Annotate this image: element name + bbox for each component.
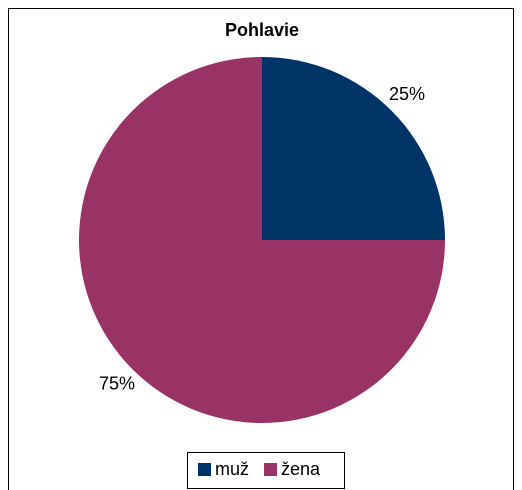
- legend-label: žena: [281, 459, 321, 479]
- legend-label: muž: [215, 459, 249, 479]
- chart-title: Pohlavie: [225, 20, 299, 40]
- pie-slice: [79, 57, 445, 423]
- pie-slice: [262, 57, 445, 240]
- legend-swatch: [264, 463, 278, 476]
- data-label: 75%: [99, 374, 135, 394]
- data-label: 25%: [389, 84, 425, 104]
- legend-swatch: [198, 463, 211, 476]
